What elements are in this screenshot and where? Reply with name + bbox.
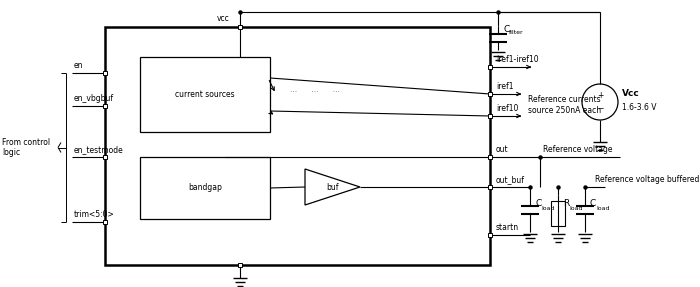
Bar (488, 114, 492, 118)
Text: load: load (596, 205, 610, 210)
Text: load: load (541, 205, 554, 210)
Text: From control
logic: From control logic (2, 138, 50, 157)
Bar (103, 104, 107, 108)
Text: out_buf: out_buf (496, 175, 525, 184)
Bar (103, 220, 107, 224)
Bar (140, 57, 270, 132)
Text: filter: filter (509, 30, 524, 36)
Text: load: load (569, 205, 582, 210)
Bar (488, 65, 492, 69)
Text: −: − (597, 104, 603, 113)
Text: iref1-iref10: iref1-iref10 (496, 55, 538, 64)
Text: bandgap: bandgap (188, 183, 222, 193)
Bar (238, 263, 242, 267)
Text: Reference voltage: Reference voltage (543, 145, 612, 154)
Text: en_testmode: en_testmode (74, 145, 124, 154)
Bar (488, 155, 492, 159)
Text: C: C (503, 24, 510, 34)
Text: 1.6-3.6 V: 1.6-3.6 V (622, 102, 657, 112)
Text: Reference currents
source 250nA each: Reference currents source 250nA each (528, 95, 601, 115)
Bar (551, 201, 565, 226)
Text: Reference voltage buffered: Reference voltage buffered (595, 175, 699, 184)
Text: trim<5:0>: trim<5:0> (74, 210, 115, 219)
Text: iref10: iref10 (496, 104, 519, 113)
Text: startn: startn (496, 223, 519, 232)
Text: Vcc: Vcc (622, 90, 640, 98)
Text: R: R (563, 199, 569, 208)
Text: en: en (74, 61, 83, 70)
Text: C: C (590, 199, 596, 208)
Bar (238, 25, 242, 29)
Text: C: C (535, 199, 541, 208)
Bar (140, 157, 270, 219)
Bar (488, 92, 492, 96)
Bar (103, 71, 107, 75)
Bar (488, 185, 492, 189)
Text: iref1: iref1 (496, 82, 514, 91)
Text: buf: buf (326, 183, 339, 191)
Text: current sources: current sources (175, 90, 234, 99)
Text: en_vbgbuf: en_vbgbuf (74, 94, 114, 103)
Bar (488, 233, 492, 237)
Text: +: + (597, 90, 603, 100)
Bar (103, 155, 107, 159)
Text: ...      ...      ...: ... ... ... (290, 85, 340, 94)
Bar (105, 27, 490, 265)
Text: out: out (496, 145, 509, 154)
Text: vcc: vcc (217, 14, 230, 23)
